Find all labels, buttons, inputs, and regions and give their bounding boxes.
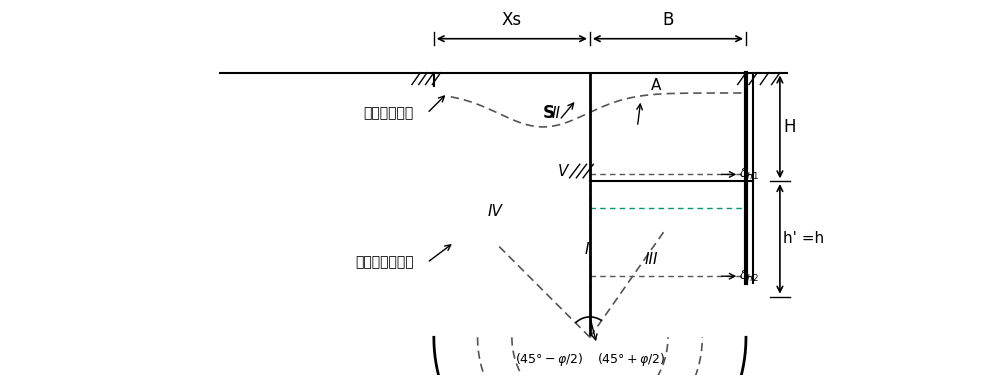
Text: h' =h: h' =h (783, 231, 824, 246)
Text: IV: IV (487, 204, 502, 219)
Text: II: II (551, 106, 560, 121)
Text: Xs: Xs (502, 11, 522, 29)
Text: $(45° +\varphi /2)$: $(45° +\varphi /2)$ (597, 351, 665, 368)
Text: A: A (651, 78, 661, 93)
Text: B: B (662, 11, 674, 29)
Text: III: III (644, 252, 658, 267)
Text: V: V (558, 164, 568, 179)
Text: H: H (783, 118, 796, 136)
Text: S: S (543, 105, 555, 122)
Text: 土体滑移曲线: 土体滑移曲线 (363, 106, 413, 120)
Text: 深层土体滑移带: 深层土体滑移带 (355, 256, 413, 270)
Text: $(45° -\varphi /2)$: $(45° -\varphi /2)$ (515, 351, 583, 368)
Text: I: I (584, 241, 589, 256)
Text: $\delta_{h2}$: $\delta_{h2}$ (739, 269, 759, 284)
Text: $\delta_{h1}$: $\delta_{h1}$ (739, 167, 759, 182)
